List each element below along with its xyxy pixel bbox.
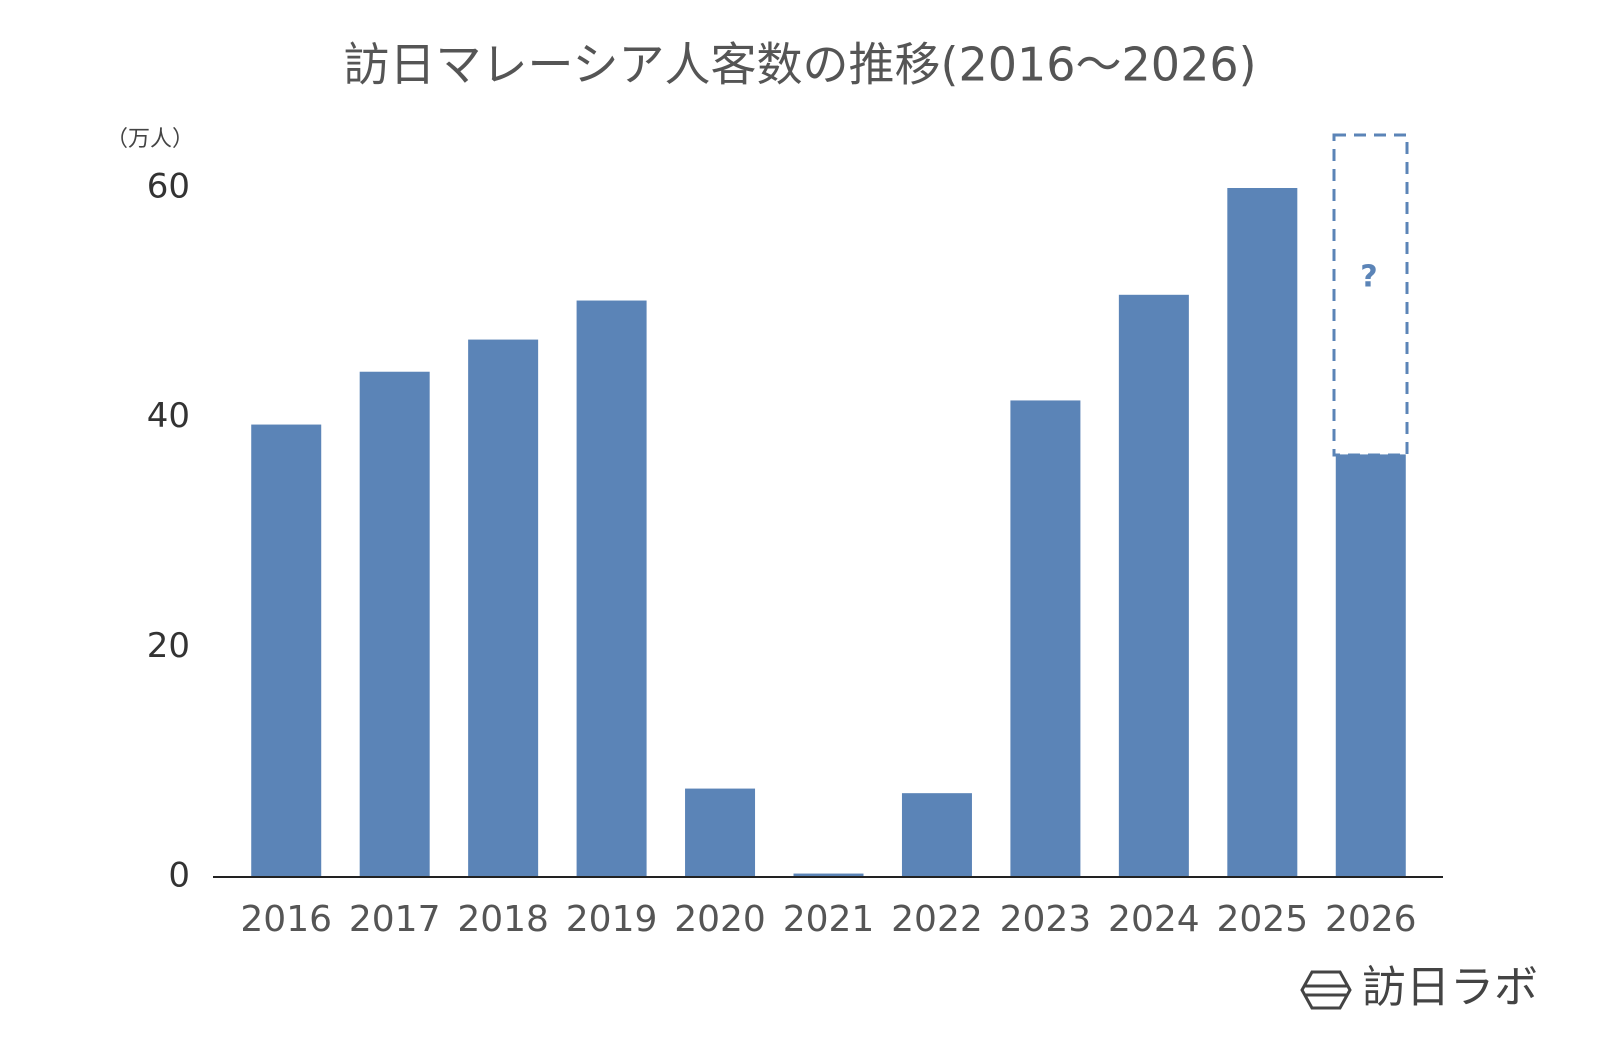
bar [793,873,864,877]
bar [1335,454,1406,877]
bar [468,339,539,878]
x-tick-label: 2018 [457,899,549,940]
x-tick-label: 2024 [1108,899,1200,940]
bar [685,788,756,877]
y-tick-label: 0 [168,856,190,896]
x-tick-label: 2026 [1325,899,1417,940]
x-tick-label: 2016 [240,899,332,940]
brand-text: 訪日ラボ [1362,962,1538,1013]
bar [251,424,322,877]
y-tick-label: 60 [147,167,190,207]
bar [1118,294,1189,877]
bar [1227,188,1298,877]
y-tick-label: 20 [147,626,190,666]
bar [901,793,972,877]
y-axis-label: （万人） [106,127,194,152]
x-tick-label: 2025 [1217,899,1309,940]
bar [1010,400,1081,877]
chart-title: 訪日マレーシア人客数の推移(2016～2026) [343,38,1256,92]
logo-icon [1300,970,1352,1010]
x-tick-label: 2023 [1000,899,1092,940]
x-tick-label: 2021 [783,899,875,940]
brand-logo: 訪日ラボ [1300,962,1538,1013]
forecast-box [1332,133,1409,457]
y-tick-label: 40 [147,396,190,436]
x-tick-label: 2022 [891,899,983,940]
annotation: ? [1360,260,1377,295]
x-tick-label: 2019 [566,899,658,940]
bar [576,300,647,878]
x-tick-label: 2020 [674,899,766,940]
bar [359,371,430,877]
x-tick-label: 2017 [349,899,441,940]
